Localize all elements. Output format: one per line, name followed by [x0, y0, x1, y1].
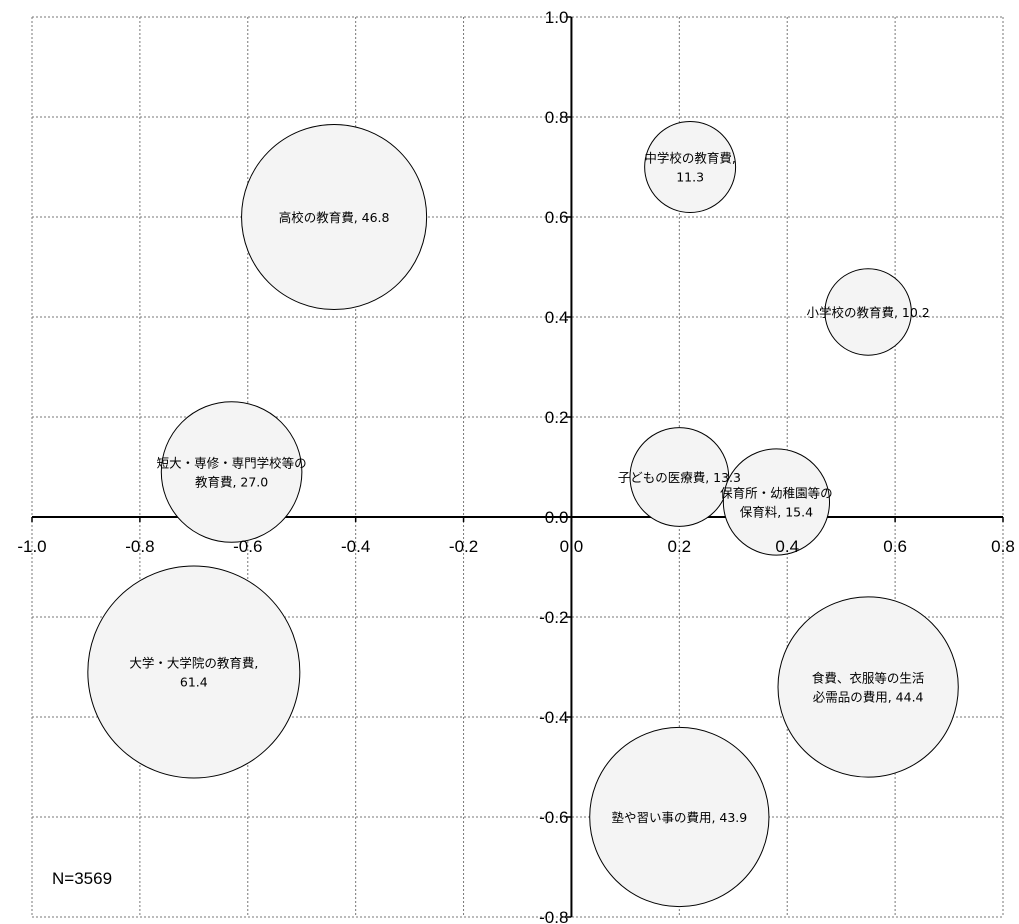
- bubble-7: [777, 596, 959, 778]
- bubble-label-6: 大学・大学院の教育費, 61.4: [129, 656, 258, 690]
- bubble-0: [241, 123, 428, 311]
- bubble-label-7: 食費、衣服等の生活必需品の費用, 44.4: [812, 671, 925, 705]
- x-tick-label-9: 0.8: [991, 537, 1015, 556]
- y-tick-label-5: 0.0: [545, 508, 569, 527]
- x-tick-label-8: 0.6: [883, 537, 907, 556]
- bubble-6: [87, 565, 301, 779]
- x-tick-label-5: 0.0: [560, 537, 584, 556]
- x-tick-label-3: -0.4: [341, 537, 370, 556]
- bubble-8: [589, 726, 770, 908]
- bubble-label-8: 塾や習い事の費用, 43.9: [611, 810, 747, 825]
- bubble-label-5: 保育所・幼稚園等の保育料, 15.4: [720, 486, 833, 520]
- label-layer: -1.0 -0.8 -0.6 -0.4 -0.2 0.0 0.2 0.4 0.6 0.8 1.0 0.…: [17, 8, 1014, 924]
- bubble-label-1: 中学校の教育費, 11.3: [644, 151, 735, 185]
- bubble-label-4: 子どもの医療費, 13.3: [618, 470, 741, 485]
- sample-size-label: N=3569: [52, 869, 112, 888]
- y-tick-label-3: 0.4: [545, 308, 569, 327]
- bubble-5: [722, 448, 831, 556]
- y-tick-label-6: -0.2: [539, 608, 568, 627]
- bubble-4: [629, 427, 730, 527]
- y-tick-label-8: -0.6: [539, 808, 568, 827]
- x-tick-label-6: 0.2: [668, 537, 692, 556]
- y-tick-label-7: -0.4: [539, 708, 568, 727]
- x-tick-label-7: 0.4: [775, 537, 799, 556]
- y-tick-label-9: -0.8: [539, 908, 568, 924]
- bubble-3: [160, 401, 303, 543]
- bubble-label-0: 高校の教育費, 46.8: [279, 210, 390, 225]
- x-tick-label-4: -0.2: [449, 537, 478, 556]
- y-tick-label-1: 0.8: [545, 108, 569, 127]
- y-tick-label-0: 1.0: [545, 8, 569, 27]
- bubble-layer: [87, 121, 959, 908]
- bubble-2: [824, 268, 912, 356]
- bubble-label-3: 短大・専修・専門学校等の教育費, 27.0: [157, 456, 307, 490]
- bubble-label-2: 小学校の教育費, 10.2: [806, 305, 929, 320]
- y-tick-label-2: 0.6: [545, 208, 569, 227]
- y-tick-label-4: 0.2: [545, 408, 569, 427]
- x-tick-label-1: -0.8: [125, 537, 154, 556]
- bubble-1: [644, 121, 737, 213]
- x-tick-label-2: -0.6: [233, 537, 262, 556]
- x-tick-label-0: -1.0: [17, 537, 46, 556]
